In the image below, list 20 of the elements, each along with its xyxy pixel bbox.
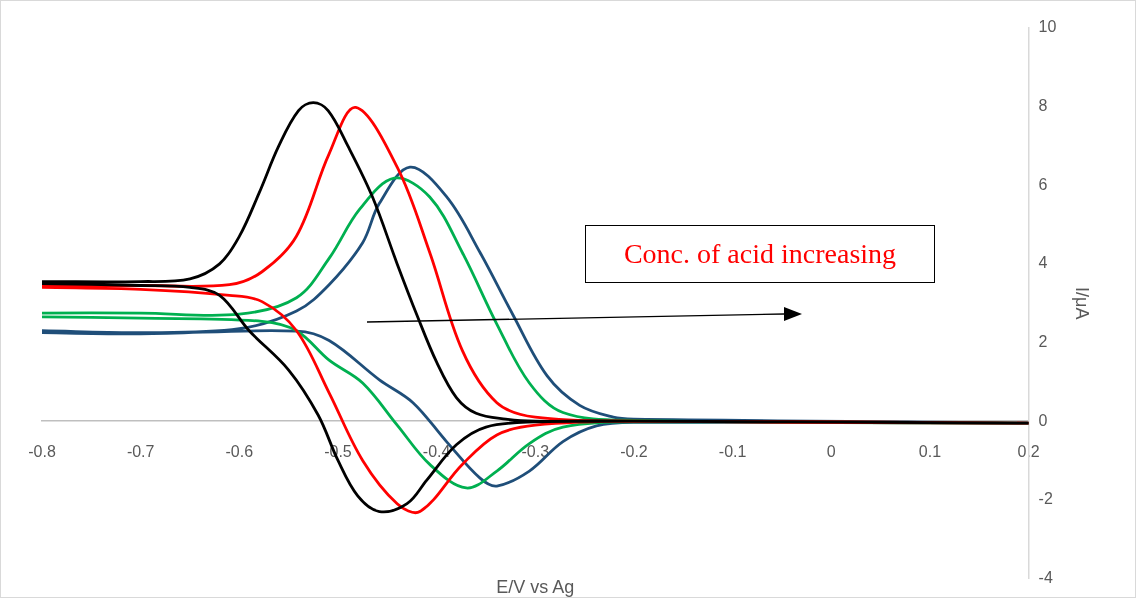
y-tick-label: 6: [1038, 175, 1048, 193]
y-tick-label: 4: [1038, 254, 1048, 272]
y-tick-label: -4: [1038, 568, 1053, 586]
x-tick-label: 0.2: [1017, 443, 1040, 461]
x-tick-label: -0.7: [126, 443, 155, 461]
y-tick-label: 0: [1038, 411, 1048, 429]
y-axis-title: I/μA: [1072, 287, 1093, 320]
x-axis-title: E/V vs Ag: [496, 576, 575, 597]
y-tick-label: 10: [1038, 18, 1057, 36]
y-tick-label: 2: [1038, 332, 1048, 350]
y-tick-label: -2: [1038, 490, 1053, 508]
x-tick-label: -0.1: [718, 443, 747, 461]
y-tick-label: 8: [1038, 97, 1048, 115]
x-tick-label: 0: [826, 443, 836, 461]
x-tick-label: 0.1: [918, 443, 942, 461]
x-tick-label: -0.4: [422, 443, 451, 461]
x-tick-label: -0.6: [225, 443, 254, 461]
annotation: Conc. of acid increasing: [585, 225, 935, 283]
x-tick-label: -0.2: [620, 443, 648, 461]
x-tick-label: -0.8: [28, 443, 56, 461]
